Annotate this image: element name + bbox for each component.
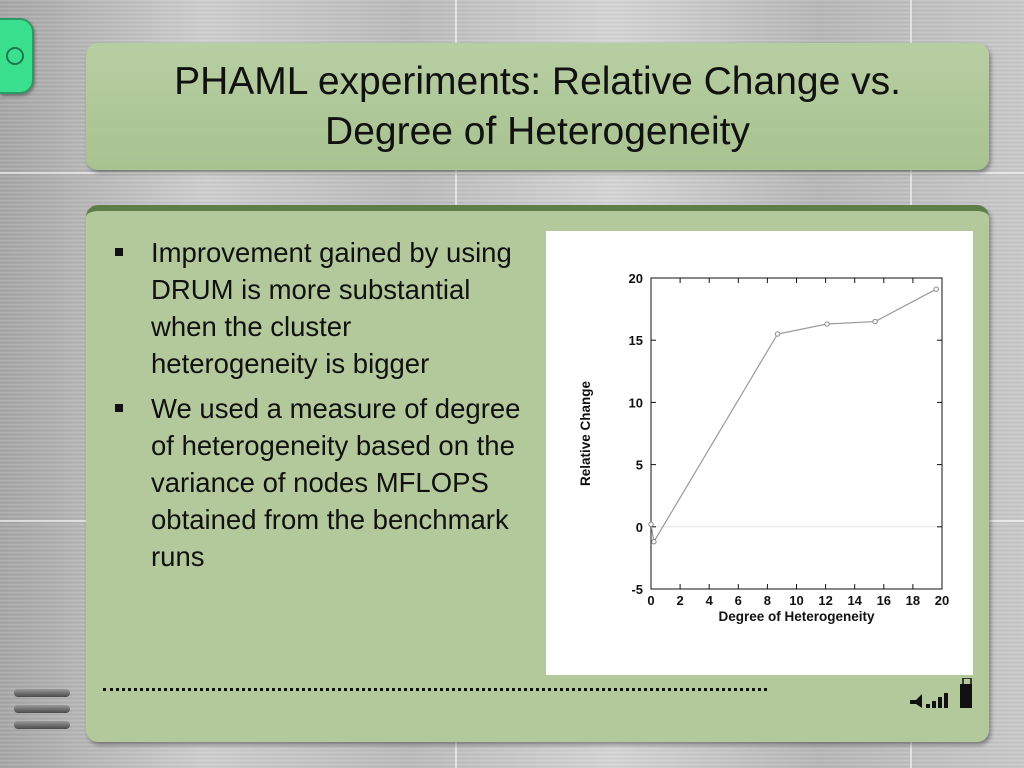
volume-bar <box>962 678 972 687</box>
title-panel: PHAML experiments: Relative Change vs. D… <box>86 43 989 170</box>
x-tick-label: 4 <box>706 593 714 608</box>
speaker-volume-icon[interactable] <box>906 678 976 712</box>
x-tick-label: 8 <box>764 593 771 608</box>
data-point <box>872 318 878 325</box>
data-point <box>824 321 830 327</box>
y-tick-label: 15 <box>629 333 643 348</box>
x-tick-label: 2 <box>676 593 683 608</box>
x-tick-label: 20 <box>935 593 949 608</box>
bullet-text: Improvement gained by using DRUM is more… <box>151 237 512 379</box>
x-tick-label: 14 <box>847 593 862 608</box>
slide-title: PHAML experiments: Relative Change vs. D… <box>174 59 901 153</box>
volume-bar <box>938 697 942 708</box>
x-tick-label: 10 <box>789 593 803 608</box>
x-tick-label: 0 <box>647 593 654 608</box>
data-point <box>933 286 939 292</box>
bullet-text: We used a measure of degree of heterogen… <box>151 393 521 572</box>
volume-bar <box>932 701 936 708</box>
series-line <box>650 288 937 544</box>
square-bullet-icon <box>115 248 123 256</box>
y-tick-label: -5 <box>631 582 643 597</box>
square-bullet-icon <box>115 404 123 412</box>
y-axis-label: Relative Change <box>578 380 593 486</box>
circle-icon <box>6 47 24 65</box>
bullet-item: We used a measure of degree of heterogen… <box>112 390 524 575</box>
data-point <box>648 521 654 528</box>
bullet-list: Improvement gained by using DRUM is more… <box>112 234 524 583</box>
y-tick-label: 20 <box>629 271 643 286</box>
x-tick-label: 18 <box>906 593 920 608</box>
bullet-item: Improvement gained by using DRUM is more… <box>112 234 524 382</box>
x-tick-label: 12 <box>818 593 832 608</box>
volume-bar <box>926 704 930 708</box>
x-axis-label: Degree of Heterogeneity <box>718 609 875 624</box>
y-tick-label: 10 <box>629 395 643 410</box>
y-tick-label: 5 <box>636 458 643 473</box>
background-gridline <box>0 172 1024 174</box>
data-point <box>651 539 657 545</box>
menu-bar <box>14 705 70 713</box>
line-chart: 0 2 4 6 8 10 12 14 16 18 20 -5 0 5 10 15 20 Degree of Het… <box>578 271 949 624</box>
y-tick-label: 0 <box>636 520 643 535</box>
volume-bar <box>944 693 948 708</box>
menu-bar <box>14 689 70 697</box>
data-point <box>774 331 781 337</box>
dotted-divider <box>103 688 767 691</box>
plot-frame <box>650 277 943 590</box>
x-tick-label: 16 <box>877 593 891 608</box>
chart-container: 0 2 4 6 8 10 12 14 16 18 20 -5 0 5 10 15 20 Degree of Het… <box>546 231 973 675</box>
circle-tab-icon[interactable] <box>0 18 34 94</box>
x-tick-label: 6 <box>735 593 742 608</box>
speaker-shape <box>910 694 922 708</box>
menu-bar <box>14 721 70 729</box>
hamburger-menu-icon[interactable] <box>14 689 70 735</box>
volume-bar <box>960 684 972 708</box>
